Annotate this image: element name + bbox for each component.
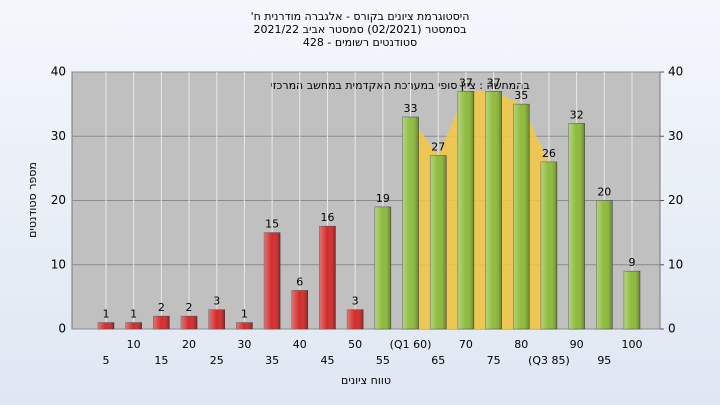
- x-axis-label: טווח ציונים: [341, 374, 391, 387]
- x-tick-label: 5: [103, 354, 110, 367]
- x-tick-label: 35: [265, 354, 279, 367]
- x-tick-label: 30: [237, 338, 251, 351]
- annotation: בהמחשה : ציון סופי במערכת האקדמית במחשב …: [270, 79, 529, 92]
- x-tick-label: 10: [127, 338, 141, 351]
- value-label: 20: [597, 186, 611, 199]
- bar-shade: [568, 123, 585, 330]
- value-label: 35: [514, 89, 528, 102]
- x-tick-label: 70: [459, 338, 473, 351]
- x-tick-label: 95: [597, 354, 611, 367]
- bar-shade: [98, 322, 114, 329]
- x-tick-label: 90: [570, 338, 584, 351]
- value-label: 15: [265, 218, 279, 231]
- y2-tick-label: 10: [668, 257, 683, 271]
- value-label: 26: [542, 147, 556, 160]
- value-label: 2: [158, 301, 165, 314]
- bar-shade: [624, 271, 640, 329]
- bar-shade: [540, 161, 557, 329]
- bar-shade: [125, 322, 142, 329]
- y2-tick-label: 30: [668, 129, 683, 143]
- bar-shade: [374, 206, 391, 329]
- value-label: 1: [103, 308, 110, 321]
- x-tick-label: 45: [320, 354, 334, 367]
- chart-subtitle: סטודנטים רשומים - 428: [303, 36, 417, 49]
- value-label: 37: [459, 76, 473, 89]
- bar-shade: [485, 91, 502, 330]
- x-tick-label: 20: [182, 338, 196, 351]
- y-axis-label: מספר סטודנטים: [26, 162, 39, 238]
- x-tick-label: 65: [431, 354, 445, 367]
- value-label: 1: [130, 308, 137, 321]
- bar-shade: [208, 309, 225, 329]
- bar-shade: [513, 104, 530, 329]
- bar-shade: [347, 309, 364, 329]
- y2-tick-label: 20: [668, 193, 683, 207]
- value-label: 27: [431, 141, 445, 154]
- chart-subtitle: בסמסטר (02/2021) סמסטר אביב 2021/22: [253, 23, 466, 36]
- x-tick-label: 25: [210, 354, 224, 367]
- bar-shade: [402, 116, 419, 329]
- bar-shade: [457, 91, 474, 330]
- value-label: 33: [404, 102, 418, 115]
- x-tick-label: (Q1 60): [390, 338, 432, 351]
- bar-shade: [153, 316, 170, 329]
- chart-title: היסטוגרמת ציונים בקורס - אלגברה מודרנית …: [251, 10, 470, 23]
- bar-shade: [319, 226, 336, 329]
- y-tick-label: 30: [51, 129, 66, 143]
- value-label: 19: [376, 192, 390, 205]
- bar-shade: [430, 155, 447, 329]
- x-tick-label: 100: [622, 338, 643, 351]
- x-tick-label: 50: [348, 338, 362, 351]
- x-tick-label: 75: [487, 354, 501, 367]
- bar-shade: [181, 316, 198, 329]
- y-tick-label: 0: [58, 322, 66, 336]
- bar-shade: [596, 200, 613, 329]
- bar-shade: [264, 232, 281, 329]
- x-tick-label: 55: [376, 354, 390, 367]
- value-label: 32: [570, 108, 584, 121]
- y2-tick-label: 40: [668, 65, 683, 79]
- x-tick-label: 80: [514, 338, 528, 351]
- value-label: 9: [629, 256, 636, 269]
- x-tick-label: 40: [293, 338, 307, 351]
- bar-shade: [236, 322, 253, 329]
- y-tick-label: 10: [51, 257, 66, 271]
- value-label: 3: [213, 295, 220, 308]
- x-tick-label: 15: [154, 354, 168, 367]
- value-label: 16: [320, 211, 334, 224]
- x-tick-label: (Q3 85): [528, 354, 570, 367]
- y-tick-label: 40: [51, 65, 66, 79]
- value-label: 1: [241, 308, 248, 321]
- y2-tick-label: 0: [668, 322, 676, 336]
- value-label: 37: [487, 76, 501, 89]
- bar-shade: [291, 290, 308, 329]
- value-label: 2: [186, 301, 193, 314]
- y-tick-label: 20: [51, 193, 66, 207]
- value-label: 3: [352, 295, 359, 308]
- value-label: 6: [296, 275, 303, 288]
